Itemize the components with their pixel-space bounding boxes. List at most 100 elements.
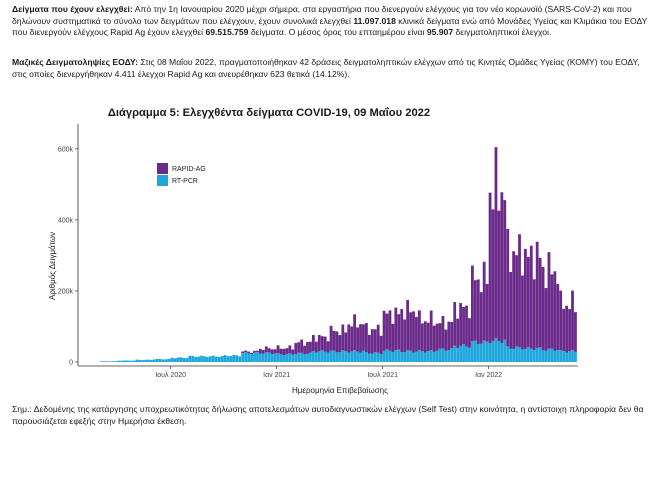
bar-rapid-ag-2022-05: [565, 305, 569, 353]
bar-rapid-ag-2022-03: [535, 241, 539, 349]
bar-rt-pcr-2020-03: [102, 361, 106, 362]
bar-rt-pcr-2021-03: [312, 351, 315, 362]
bar-rt-pcr-2021-04: [329, 350, 333, 362]
bar-rapid-ag-2020-12: [259, 348, 262, 354]
bar-rapid-ag-2021-03: [317, 334, 321, 352]
bar-rt-pcr-2021-10: [444, 350, 448, 362]
bar-rt-pcr-2021-11: [462, 344, 465, 362]
bar-rapid-ag-2021-12: [476, 279, 480, 345]
bar-rt-pcr-2021-12: [473, 340, 477, 362]
bar-rapid-ag-2022-03: [526, 256, 530, 347]
bar-rapid-ag-2021-03: [312, 334, 315, 352]
bar-rapid-ag-2021-12: [473, 280, 477, 341]
bar-rt-pcr-2022-04: [550, 348, 554, 362]
bar-rt-pcr-2021-12: [479, 343, 483, 362]
bar-rapid-ag-2022-05: [562, 308, 566, 352]
legend-swatch-rt-pcr: [157, 175, 168, 186]
bar-rt-pcr-2020-11: [244, 352, 248, 362]
legend-label: RT-PCR: [172, 178, 198, 185]
bar-rapid-ag-2022-01: [488, 192, 492, 344]
bar-rapid-ag-2022-04: [544, 288, 548, 351]
bar-rt-pcr-2021-10: [435, 350, 439, 362]
bar-rapid-ag-2022-02: [518, 234, 521, 347]
bar-rt-pcr-2022-05: [562, 351, 566, 362]
bar-rapid-ag-2021-08: [400, 309, 404, 353]
bar-rt-pcr-2021-10: [447, 350, 451, 362]
bar-rt-pcr-2020-06: [155, 358, 159, 362]
bar-rt-pcr-2020-12: [261, 353, 265, 362]
bar-rt-pcr-2021-11: [459, 345, 463, 362]
bar-rapid-ag-2021-01: [279, 348, 283, 355]
bar-rapid-ag-2021-07: [385, 313, 389, 350]
y-tick-label: 400k: [58, 217, 74, 224]
bar-rt-pcr-2021-01: [279, 354, 283, 362]
bar-rapid-ag-2021-07: [394, 307, 398, 351]
bar-rapid-ag-2021-05: [350, 326, 354, 352]
bar-rapid-ag-2021-04: [344, 332, 348, 352]
axes-layer: [77, 124, 578, 367]
bar-rapid-ag-2022-04: [547, 252, 551, 349]
bar-rt-pcr-2021-07: [391, 351, 395, 362]
bar-rapid-ag-2022-04: [556, 284, 560, 351]
bar-rt-pcr-2020-09: [217, 356, 221, 362]
tests-chart: Διάγραμμα 5: Ελεγχθέντα δείγματα COVID-1…: [48, 107, 578, 395]
bar-rt-pcr-2022-03: [524, 348, 527, 362]
bar-rapid-ag-2021-11: [453, 301, 457, 346]
bar-rt-pcr-2021-05: [347, 352, 351, 362]
bar-rt-pcr-2020-03: [105, 361, 109, 362]
bar-rt-pcr-2022-03: [526, 346, 530, 362]
p1-run: 11.097.018: [353, 15, 396, 26]
bar-rapid-ag-2021-05: [347, 324, 351, 353]
bar-rt-pcr-2022-04: [556, 350, 560, 362]
bar-rt-pcr-2021-09: [426, 351, 430, 362]
bar-rapid-ag-2020-11: [247, 351, 251, 354]
y-tick-label: 200k: [58, 288, 74, 295]
bar-rapid-ag-2021-06: [370, 329, 374, 354]
bar-rapid-ag-2021-10: [447, 321, 451, 351]
bar-rt-pcr-2021-11: [468, 347, 471, 362]
bar-rt-pcr-2021-12: [471, 341, 474, 362]
bar-rt-pcr-2021-02: [303, 354, 306, 362]
bar-rt-pcr-2020-08: [200, 355, 203, 362]
bar-rapid-ag-2022-05: [559, 290, 563, 351]
p2-run: Στις 08 Μαΐου 2022, πραγματοποιήθηκαν 42…: [12, 57, 640, 79]
bar-rt-pcr-2020-06: [158, 358, 162, 362]
bar-rt-pcr-2022-01: [488, 343, 492, 362]
bar-rt-pcr-2021-11: [453, 345, 457, 362]
bar-rapid-ag-2022-02: [506, 228, 510, 347]
bar-rt-pcr-2022-03: [529, 348, 533, 362]
bar-rt-pcr-2021-12: [476, 344, 480, 362]
bar-rt-pcr-2021-03: [323, 351, 327, 362]
bar-rt-pcr-2021-01: [291, 354, 295, 362]
bar-rt-pcr-2022-05: [568, 351, 571, 362]
bar-rapid-ag-2021-06: [373, 329, 377, 353]
bar-rapid-ag-2021-03: [314, 341, 318, 353]
bar-rt-pcr-2021-02: [297, 352, 301, 362]
x-axis-label: Ημερομηνία Επιβεβαίωσης: [292, 386, 388, 395]
bar-rapid-ag-2021-10: [438, 323, 442, 349]
bar-rt-pcr-2020-04: [123, 360, 127, 362]
bar-rapid-ag-2022-02: [515, 255, 518, 347]
bar-rt-pcr-2021-08: [406, 350, 410, 362]
tests-paragraph: Δείγματα που έχουν ελεγχθεί: Από την 1η …: [12, 4, 648, 39]
bar-rapid-ag-2020-12: [273, 349, 277, 354]
bar-rapid-ag-2021-04: [329, 325, 333, 351]
bar-rapid-ag-2020-11: [241, 351, 245, 354]
bar-rt-pcr-2020-08: [203, 356, 206, 362]
bar-rt-pcr-2020-12: [264, 352, 268, 362]
bar-rt-pcr-2020-03: [108, 361, 112, 362]
bar-rapid-ag-2021-12: [471, 265, 474, 342]
bar-rapid-ag-2021-04: [332, 330, 336, 351]
bar-rt-pcr-2020-08: [191, 355, 195, 362]
bar-rapid-ag-2021-08: [406, 299, 410, 351]
bar-rt-pcr-2021-07: [388, 350, 392, 362]
bar-rt-pcr-2020-07: [173, 358, 177, 362]
bar-rapid-ag-2021-09: [426, 322, 430, 352]
bar-rt-pcr-2020-11: [247, 353, 251, 362]
bar-rt-pcr-2020-12: [273, 353, 277, 362]
bar-rapid-ag-2021-06: [365, 323, 368, 353]
bar-rapid-ag-2021-01: [276, 345, 280, 354]
bar-rapid-ag-2021-02: [300, 339, 304, 353]
bar-rt-pcr-2020-10: [223, 355, 227, 362]
bar-rt-pcr-2021-02: [294, 354, 298, 362]
